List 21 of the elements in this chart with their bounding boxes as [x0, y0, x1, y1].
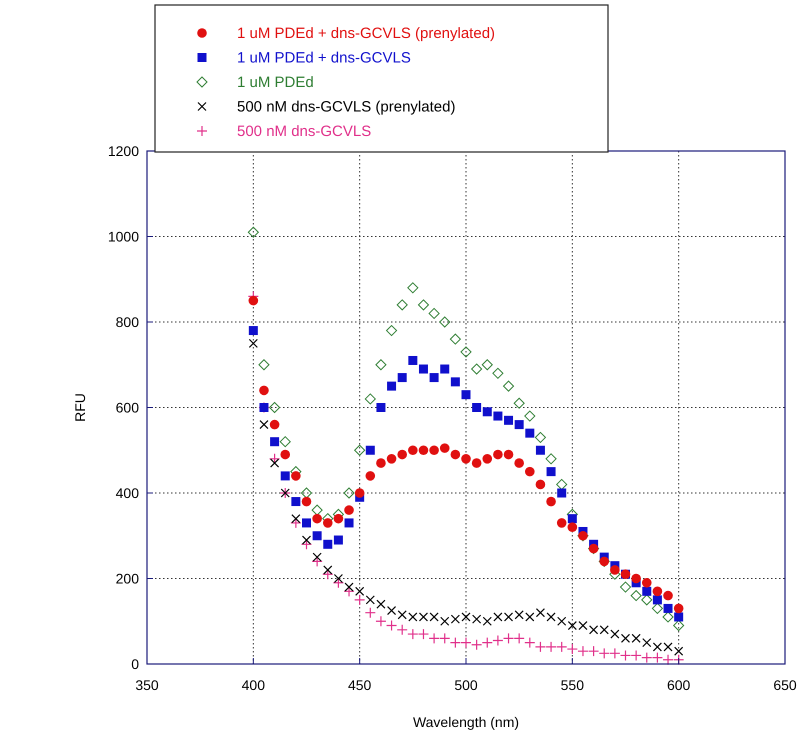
- legend-label: 500 nM dns-GCVLS: [237, 123, 372, 140]
- y-tick-label: 400: [116, 485, 140, 501]
- y-axis-title: RFU: [72, 393, 88, 422]
- y-tick-label: 600: [116, 400, 140, 416]
- legend-label: 500 nM dns-GCVLS (prenylated): [237, 98, 456, 116]
- y-tick-label: 1000: [108, 228, 140, 244]
- x-tick-label: 600: [666, 677, 691, 693]
- x-tick-label: 350: [135, 677, 159, 693]
- y-tick-label: 1200: [108, 143, 140, 159]
- legend-label: 1 uM PDEd + dns-GCVLS: [237, 50, 411, 66]
- y-tick-label: 800: [116, 314, 140, 330]
- legend-label: 1 uM PDEd + dns-GCVLS (prenylated): [237, 25, 496, 42]
- x-axis-title: Wavelength (nm): [412, 714, 520, 730]
- x-tick-label: 550: [560, 677, 584, 693]
- x-tick-label: 450: [348, 677, 372, 693]
- x-tick-label: 500: [454, 677, 478, 693]
- x-tick-label: 650: [773, 677, 797, 693]
- legend-label: 1 uM PDEd: [237, 74, 314, 91]
- y-tick-label: 200: [116, 570, 140, 586]
- x-tick-label: 400: [242, 677, 266, 693]
- y-tick-label: 0: [131, 656, 140, 672]
